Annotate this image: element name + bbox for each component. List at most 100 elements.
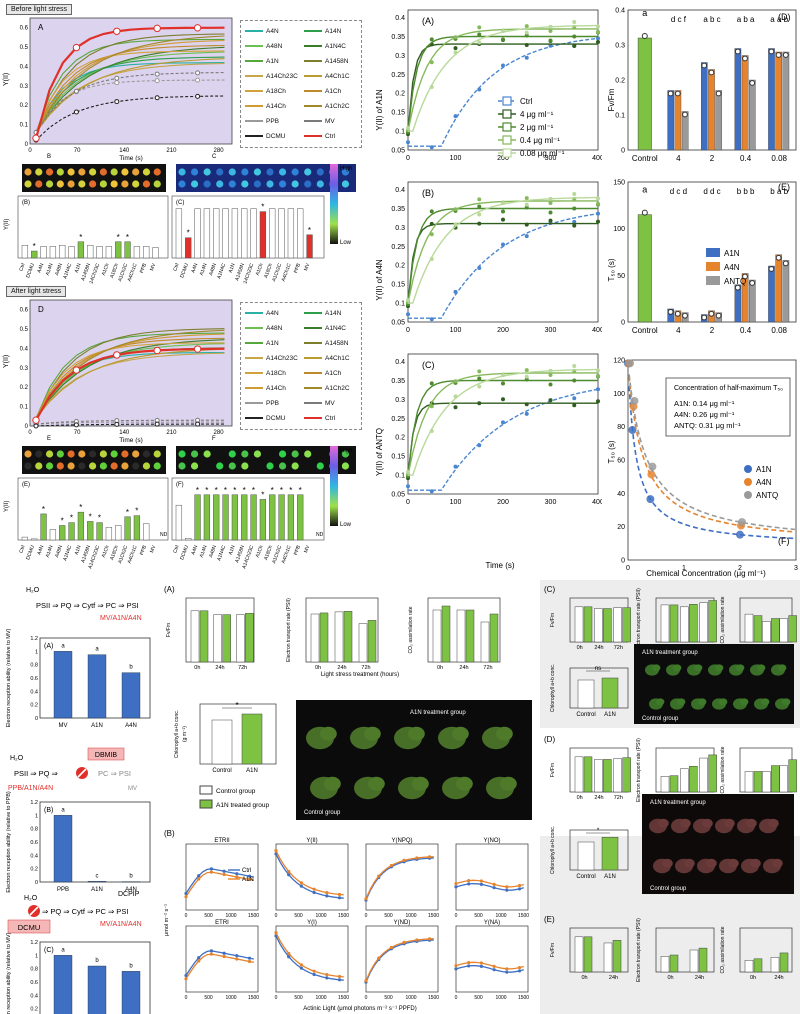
heat-spot [132, 462, 140, 470]
heat-spot [142, 462, 151, 470]
bar [310, 613, 320, 663]
bar [306, 234, 313, 259]
bar [40, 513, 47, 541]
kinetic-point [524, 55, 529, 60]
series-line [35, 38, 225, 133]
y-tick: 0.15 [391, 454, 405, 461]
fit-point [648, 462, 657, 471]
x-category: 0h [581, 975, 587, 981]
kinetic-point [429, 221, 434, 226]
y-tick: 0.15 [391, 282, 405, 289]
bar-point [742, 55, 748, 62]
bar-group [748, 279, 756, 323]
bar [96, 246, 103, 259]
x-tick: 1000 [225, 913, 236, 919]
bar [574, 936, 584, 973]
bar [788, 615, 797, 643]
bar-category: PPB [293, 544, 302, 556]
sig-label: ns [595, 666, 601, 672]
legend-marker [502, 135, 512, 145]
series-point [154, 71, 160, 77]
legend-label: PPB [266, 399, 280, 407]
subplot-title: Y(II) [306, 838, 317, 844]
series-line [35, 51, 225, 133]
heat-spot [67, 168, 75, 176]
bar-category: A1N4C [216, 544, 227, 562]
bar-category: MV [303, 262, 311, 272]
sig-star: * [33, 242, 36, 251]
legend-entry: A14Ch23C [245, 351, 298, 365]
y-tick: 0.4 [30, 853, 38, 859]
plot-frame [627, 359, 797, 561]
heat-spot [278, 450, 287, 458]
legend-label: A1Ch [325, 87, 342, 95]
light-curve [275, 932, 344, 978]
light-curve [365, 856, 434, 900]
leaf [724, 818, 735, 828]
photo-c [634, 644, 794, 724]
y-tick: 80 [617, 424, 625, 431]
panel-letter: (B) [44, 807, 53, 814]
bar [744, 771, 754, 793]
x-category: 72h [614, 795, 623, 801]
leaf [778, 664, 787, 672]
fit-point [647, 470, 656, 479]
kinetic-point [548, 200, 553, 205]
heat-spot [178, 180, 186, 188]
leaf [673, 664, 682, 672]
series-point [195, 77, 201, 83]
heat-spot [142, 168, 151, 176]
bar [250, 208, 257, 259]
y-tick: 0 [35, 716, 38, 722]
ylabel-kin-b: Y(II) of A4N [375, 259, 384, 301]
legend-label: A18Ch [266, 87, 286, 95]
series-point [73, 422, 79, 428]
heat-spot [121, 462, 129, 470]
heat-spot [99, 180, 107, 188]
legend-entry: A4Ch1C [304, 351, 357, 365]
plot-frame [569, 667, 629, 709]
y-tick: 0.1 [615, 113, 625, 120]
bm-light-xlabel: Actinic Light (μmol photons m⁻² s⁻¹ PPFD… [303, 1006, 417, 1012]
x-tick: 500 [294, 913, 303, 919]
conc-line: A1N: 0.14 μg ml⁻¹ [674, 399, 735, 408]
legend-entry: A14N [304, 24, 357, 38]
plot-frame [407, 181, 599, 323]
y-axis-label: Electron transport rate (PSII) [636, 738, 642, 802]
fit-point [646, 495, 655, 504]
x-tick: 70 [74, 430, 81, 436]
legend-swatch [744, 478, 752, 486]
y-tick: 0.1 [395, 473, 405, 480]
series-line [35, 347, 225, 421]
legend-label: A1458N [325, 339, 349, 347]
y-tick: 0.25 [391, 72, 405, 79]
kinetic-point [501, 201, 505, 206]
ylabel-after: Y(II) [3, 355, 10, 368]
bar [194, 208, 201, 259]
legend-label: A1N4C [325, 324, 346, 332]
kinetic-point [548, 196, 553, 201]
kinetic-point [524, 234, 529, 239]
leaf [750, 858, 761, 868]
heat-spot [266, 168, 274, 176]
sig-star: * [196, 486, 199, 495]
x-tick: 1 [682, 565, 686, 572]
legend-swatch [304, 30, 322, 32]
light-curve [455, 964, 524, 973]
bar [143, 523, 150, 541]
bar [77, 511, 85, 541]
x-tick: 0 [455, 995, 458, 1001]
bar [68, 522, 75, 541]
heat-spot [132, 180, 140, 188]
y-tick: 0.3 [395, 225, 405, 232]
kinetic-line [408, 388, 599, 491]
x-tick: 1500 [428, 913, 439, 919]
bar [278, 494, 285, 541]
kinetic-point [524, 205, 529, 210]
x-tick: 280 [214, 148, 225, 154]
series-line [35, 58, 225, 133]
bar [287, 208, 295, 259]
bar [241, 208, 248, 259]
fit-curve [628, 376, 795, 533]
heat-spot [45, 180, 54, 188]
